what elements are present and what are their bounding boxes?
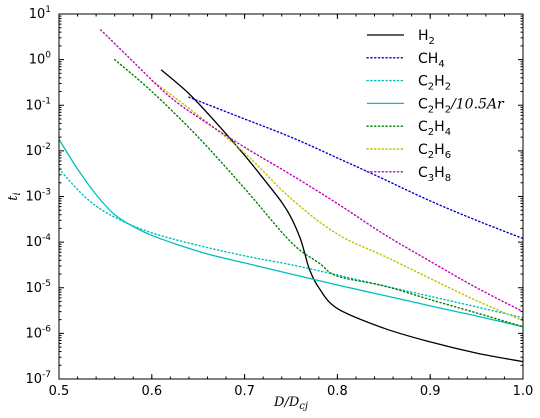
legend-label-1: CH4 (418, 51, 445, 70)
legend: H2 CH4 C2H2 C2H2/10.5Ar C2H4 C2H6 C3H8 (366, 28, 505, 184)
y-tick-label: 10-4 (25, 233, 51, 250)
y-tick-label: 100 (29, 51, 52, 68)
x-tick-label: 0.8 (327, 384, 348, 399)
y-tick-label: 10-6 (25, 324, 51, 341)
legend-label-0: H2 (418, 28, 435, 47)
y-tick-label: 10-1 (25, 96, 51, 113)
x-tick-label: 0.5 (49, 384, 70, 399)
series-line-2 (59, 168, 523, 319)
series-line-0 (160, 69, 523, 363)
x-axis-label: D/Dcj (273, 395, 308, 412)
y-tick-label: 10-3 (25, 188, 51, 205)
y-tick-label: 10-2 (25, 142, 51, 159)
y-axis-label: ti (6, 192, 23, 200)
legend-label-3: C2H2/10.5Ar (418, 96, 505, 115)
series-layer (59, 29, 523, 363)
y-tick-label: 10-5 (25, 279, 51, 296)
legend-label-2: C2H2 (418, 74, 451, 93)
y-tick-label: 10-7 (25, 370, 51, 387)
x-tick-label: 1.0 (513, 384, 534, 399)
legend-label-5: C2H6 (418, 142, 451, 161)
series-line-1 (188, 96, 523, 240)
x-tick-label: 0.6 (141, 384, 162, 399)
series-line-4 (113, 58, 523, 328)
series-line-3 (59, 138, 523, 328)
series-line-6 (100, 29, 523, 313)
y-tick-label: 101 (29, 5, 51, 22)
legend-label-6: C3H8 (418, 165, 451, 184)
ticks-layer: 0.5 0.6 0.7 0.8 0.9 1.0 101 100 10-1 10-2 10-3 10-4… (25, 5, 533, 399)
x-tick-label: 0.7 (234, 384, 255, 399)
legend-label-4: C2H4 (418, 119, 451, 138)
plot-frame (58, 13, 524, 380)
x-tick-label: 0.9 (420, 384, 441, 399)
